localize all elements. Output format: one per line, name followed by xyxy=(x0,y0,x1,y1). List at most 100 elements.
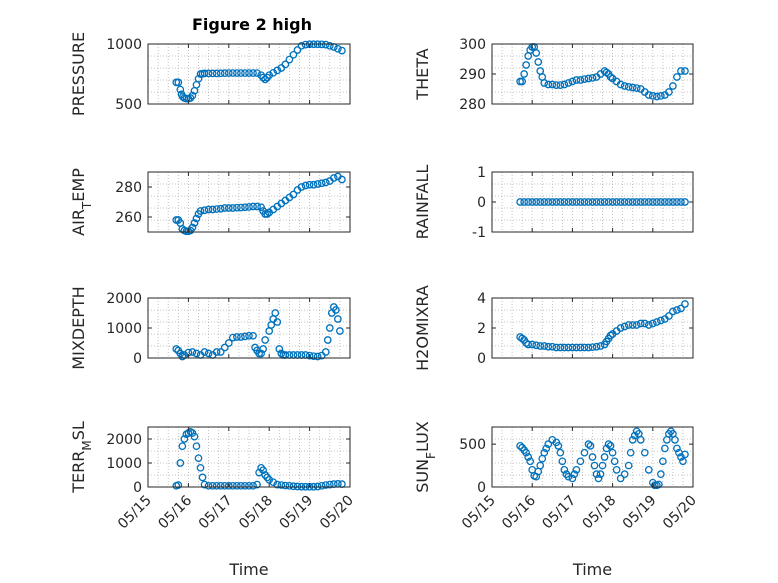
data-point xyxy=(522,448,531,457)
data-point xyxy=(640,448,649,457)
data-point xyxy=(200,69,209,78)
data-point xyxy=(620,82,629,90)
x-axis-label: Time xyxy=(572,560,612,579)
markers xyxy=(516,300,689,352)
data-point xyxy=(681,198,689,206)
data-point xyxy=(580,198,589,206)
data-point xyxy=(588,74,597,82)
data-point xyxy=(190,219,199,227)
data-point xyxy=(640,319,649,328)
data-point xyxy=(180,435,189,443)
x-axis-label: Time xyxy=(228,560,268,579)
data-point xyxy=(208,205,217,214)
y-tick-label: 500 xyxy=(115,97,142,113)
data-point xyxy=(253,69,261,77)
data-point xyxy=(281,481,290,490)
data-point xyxy=(620,470,629,478)
data-point xyxy=(636,319,645,328)
y-tick-label: 500 xyxy=(459,437,486,453)
subplot-rainfall: -1 0 1 RAINFALL xyxy=(413,165,694,241)
data-point xyxy=(309,180,318,189)
data-point xyxy=(624,461,633,470)
data-point xyxy=(552,81,561,89)
data-point xyxy=(233,69,241,77)
data-point xyxy=(604,198,613,206)
data-point xyxy=(325,324,334,332)
data-point xyxy=(568,77,577,86)
data-point xyxy=(608,198,617,206)
data-point xyxy=(568,343,577,352)
data-point xyxy=(192,349,201,358)
data-point xyxy=(560,343,569,352)
data-point xyxy=(644,321,653,329)
data-point xyxy=(536,461,545,470)
axes-box xyxy=(491,426,694,488)
data-point xyxy=(259,345,267,353)
data-point xyxy=(560,466,569,474)
grid xyxy=(491,43,694,105)
data-point xyxy=(257,349,265,358)
x-tick-label: 05/15 xyxy=(115,493,155,533)
grid xyxy=(147,426,351,488)
data-point xyxy=(644,198,653,206)
data-point xyxy=(604,440,613,448)
markers xyxy=(516,198,689,206)
data-point xyxy=(540,448,549,457)
data-point xyxy=(576,343,585,352)
grid xyxy=(491,171,694,233)
data-point xyxy=(598,461,607,470)
data-point xyxy=(289,50,298,59)
data-point xyxy=(648,319,657,328)
data-point xyxy=(576,457,585,466)
data-point xyxy=(544,80,553,89)
data-point xyxy=(588,198,597,206)
data-point xyxy=(580,448,589,457)
data-point xyxy=(556,448,565,457)
data-point xyxy=(576,198,585,206)
data-point xyxy=(564,79,573,87)
data-point xyxy=(594,474,603,483)
data-point xyxy=(273,66,282,75)
data-point xyxy=(616,198,625,206)
data-point xyxy=(656,316,665,325)
data-point xyxy=(544,198,553,206)
data-point xyxy=(228,481,237,490)
data-point xyxy=(669,307,677,316)
data-point xyxy=(249,202,257,211)
y-tick-label: 0 xyxy=(133,351,142,367)
data-point xyxy=(178,352,187,361)
subplot-air-temp: 260 280 AIRTEMP xyxy=(69,168,351,236)
y-axis-label: PRESSURE xyxy=(69,32,88,116)
data-point xyxy=(624,321,633,329)
data-point xyxy=(576,76,585,84)
data-point xyxy=(336,327,344,335)
data-point xyxy=(679,457,687,466)
data-point xyxy=(532,341,541,350)
data-point xyxy=(216,348,225,356)
data-point xyxy=(301,181,310,190)
data-point xyxy=(224,481,233,490)
data-point xyxy=(592,470,601,478)
data-point xyxy=(584,343,593,352)
data-point xyxy=(233,481,241,490)
data-point xyxy=(612,466,621,474)
data-point xyxy=(273,318,282,326)
data-point xyxy=(305,180,314,189)
data-point xyxy=(636,198,645,206)
data-point xyxy=(518,334,527,343)
data-point xyxy=(652,318,661,326)
data-point xyxy=(656,92,665,100)
subplot-pressure: 500 1000 PRESSURE xyxy=(69,32,351,116)
y-tick-label: 280 xyxy=(115,180,142,196)
data-point xyxy=(665,198,673,206)
data-point xyxy=(188,348,197,356)
data-point xyxy=(200,480,209,489)
data-point xyxy=(606,331,615,340)
data-point xyxy=(192,442,201,451)
data-point xyxy=(245,481,253,490)
data-point xyxy=(552,198,561,206)
data-point xyxy=(632,198,641,206)
data-point xyxy=(220,69,229,78)
data-point xyxy=(220,204,229,212)
data-point xyxy=(560,80,569,89)
